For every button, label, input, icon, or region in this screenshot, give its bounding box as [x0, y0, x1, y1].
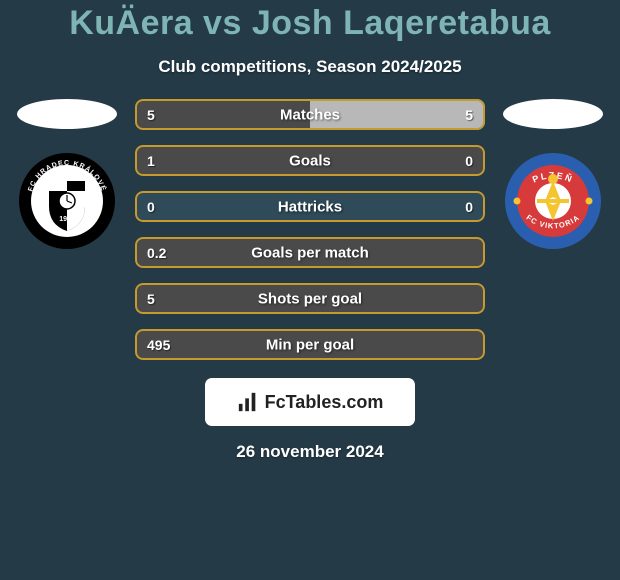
- branding-text: FcTables.com: [265, 392, 384, 413]
- stat-label: Min per goal: [266, 336, 354, 353]
- branding-badge: FcTables.com: [205, 378, 415, 426]
- stat-bar: 0.2 Goals per match: [135, 237, 485, 268]
- stat-value-left: 0: [147, 199, 155, 215]
- left-team-col: FC HRADEC KRÁLOVÉ 1905: [7, 99, 127, 251]
- stat-label: Goals: [289, 152, 331, 169]
- main-row: FC HRADEC KRÁLOVÉ 1905 5 5 Matches 1 0 Goals 0…: [0, 99, 620, 360]
- comparison-infographic: KuÄera vs Josh Laqeretabua Club competit…: [0, 0, 620, 580]
- stat-bar: 5 5 Matches: [135, 99, 485, 130]
- date-line: 26 november 2024: [236, 442, 383, 462]
- stat-value-right: 5: [465, 107, 473, 123]
- stat-bar: 495 Min per goal: [135, 329, 485, 360]
- svg-text:1905: 1905: [59, 216, 75, 223]
- comparison-subtitle: Club competitions, Season 2024/2025: [158, 57, 461, 77]
- right-ellipse: [503, 99, 603, 129]
- stat-value-right: 0: [465, 153, 473, 169]
- bar-chart-icon: [237, 391, 259, 413]
- left-club-logo: FC HRADEC KRÁLOVÉ 1905: [17, 151, 117, 251]
- stat-bar: 1 0 Goals: [135, 145, 485, 176]
- stat-value-left: 5: [147, 291, 155, 307]
- stat-value-right: 0: [465, 199, 473, 215]
- stat-bar: 0 0 Hattricks: [135, 191, 485, 222]
- stat-bars: 5 5 Matches 1 0 Goals 0 0 Hattricks 0.2 Goals per …: [135, 99, 485, 360]
- comparison-title: KuÄera vs Josh Laqeretabua: [69, 4, 551, 43]
- stat-label: Shots per goal: [258, 290, 362, 307]
- stat-label: Goals per match: [251, 244, 369, 261]
- stat-value-left: 5: [147, 107, 155, 123]
- right-club-logo: PLZEŇ FC VIKTORIA: [503, 151, 603, 251]
- branding-inner: FcTables.com: [237, 391, 384, 413]
- stat-value-left: 495: [147, 337, 170, 353]
- stat-value-left: 1: [147, 153, 155, 169]
- stat-label: Matches: [280, 106, 340, 123]
- right-team-col: PLZEŇ FC VIKTORIA: [493, 99, 613, 251]
- stat-label: Hattricks: [278, 198, 342, 215]
- stat-value-left: 0.2: [147, 245, 166, 261]
- stat-bar: 5 Shots per goal: [135, 283, 485, 314]
- left-ellipse: [17, 99, 117, 129]
